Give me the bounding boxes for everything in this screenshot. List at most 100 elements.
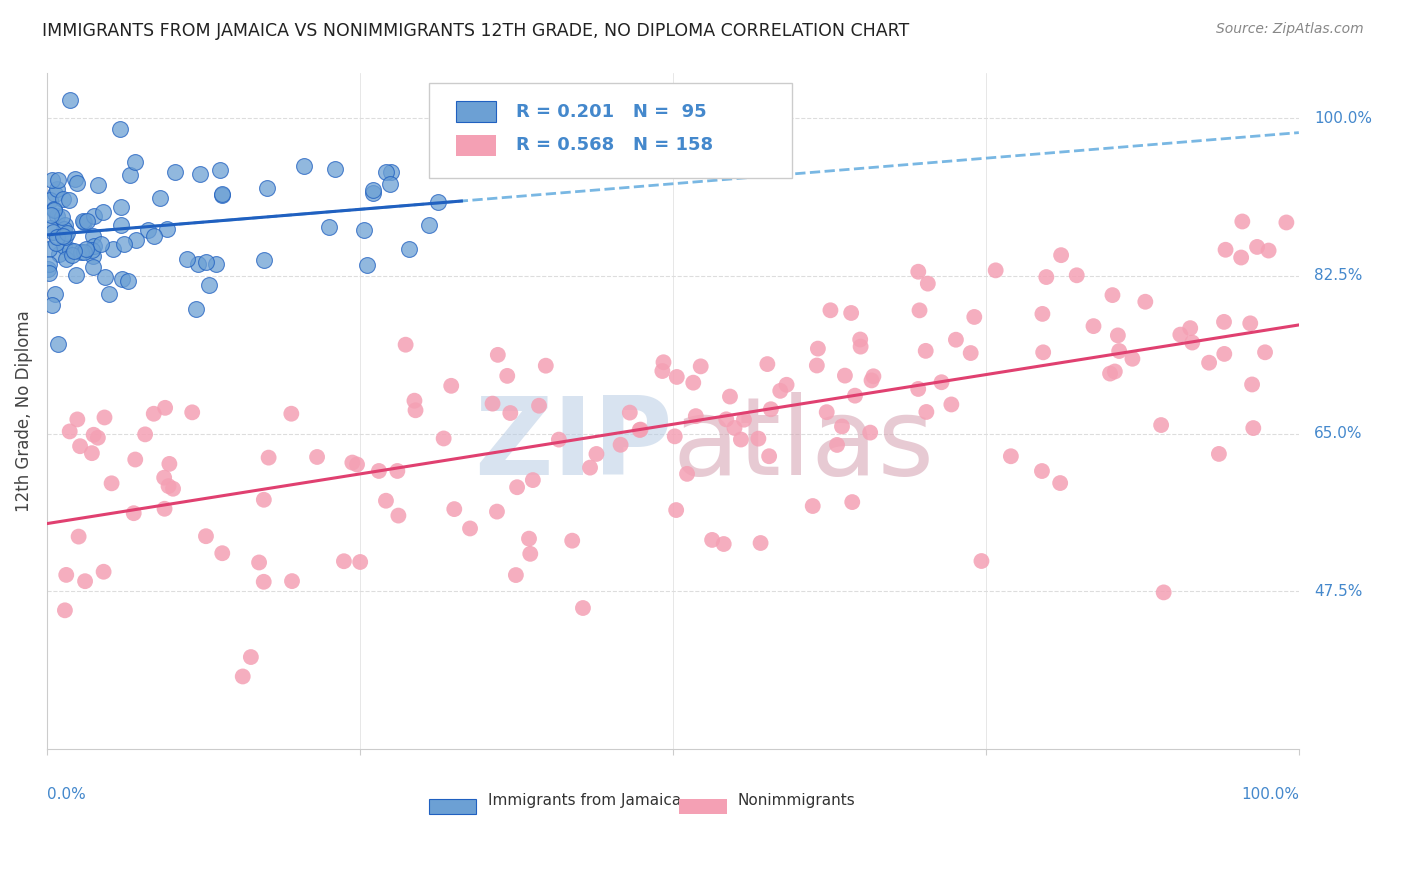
Text: 47.5%: 47.5%	[1313, 584, 1362, 599]
Point	[1032, 345, 1054, 359]
Point	[1230, 251, 1253, 265]
Point	[333, 554, 356, 568]
Point	[156, 222, 179, 236]
Point	[157, 479, 180, 493]
Point	[394, 337, 416, 351]
Point	[756, 357, 779, 371]
Point	[181, 405, 204, 419]
Point	[93, 410, 115, 425]
Point	[38, 193, 60, 207]
Point	[83, 209, 105, 223]
Point	[59, 244, 82, 258]
Point	[108, 122, 131, 136]
Point	[52, 228, 75, 243]
Point	[418, 218, 440, 232]
Point	[280, 407, 302, 421]
Point	[481, 397, 503, 411]
Point	[367, 464, 389, 478]
Point	[700, 533, 723, 547]
Point	[194, 529, 217, 543]
Point	[42, 226, 65, 240]
Point	[522, 473, 544, 487]
Point	[572, 601, 595, 615]
Point	[52, 192, 75, 206]
Point	[404, 393, 426, 408]
Point	[72, 244, 94, 259]
Point	[149, 191, 172, 205]
Point	[534, 359, 557, 373]
Point	[915, 405, 938, 419]
Point	[93, 269, 115, 284]
Point	[713, 537, 735, 551]
Point	[211, 546, 233, 560]
Point	[157, 457, 180, 471]
Point	[58, 193, 80, 207]
Point	[775, 377, 797, 392]
Point	[46, 229, 69, 244]
Point	[307, 450, 329, 464]
Point	[292, 159, 315, 173]
Point	[112, 236, 135, 251]
Point	[361, 186, 384, 200]
Point	[176, 252, 198, 267]
Point	[253, 492, 276, 507]
Point	[907, 265, 929, 279]
Point	[363, 183, 385, 197]
Point	[163, 165, 186, 179]
Point	[506, 480, 529, 494]
Text: R = 0.568   N = 158: R = 0.568 N = 158	[516, 136, 713, 154]
Point	[380, 178, 402, 192]
Point	[387, 508, 409, 523]
Point	[547, 433, 569, 447]
Point	[44, 203, 66, 218]
Text: atlas: atlas	[673, 392, 935, 498]
Point	[162, 482, 184, 496]
Point	[1108, 344, 1130, 359]
Point	[55, 252, 77, 266]
Point	[53, 221, 76, 235]
Point	[561, 533, 583, 548]
Point	[860, 373, 883, 387]
Point	[93, 565, 115, 579]
Point	[110, 200, 132, 214]
Point	[346, 458, 368, 472]
Point	[579, 460, 602, 475]
Point	[39, 208, 62, 222]
Point	[665, 370, 688, 384]
Point	[1215, 243, 1237, 257]
Text: 100.0%: 100.0%	[1313, 111, 1372, 126]
Point	[90, 236, 112, 251]
Point	[859, 425, 882, 440]
Point	[349, 555, 371, 569]
Point	[38, 242, 60, 256]
Point	[1101, 288, 1123, 302]
Point	[652, 355, 675, 369]
Point	[51, 210, 73, 224]
Point	[153, 401, 176, 415]
Point	[239, 650, 262, 665]
Point	[831, 419, 853, 434]
Point	[82, 229, 104, 244]
Point	[485, 505, 508, 519]
Point	[53, 229, 76, 244]
FancyBboxPatch shape	[457, 135, 496, 156]
Point	[253, 574, 276, 589]
Point	[125, 233, 148, 247]
Point	[232, 669, 254, 683]
Point	[609, 438, 631, 452]
Point	[37, 262, 59, 277]
Point	[1170, 327, 1192, 342]
Point	[1050, 248, 1073, 262]
Point	[73, 215, 96, 229]
Point	[257, 450, 280, 465]
Point	[211, 188, 233, 202]
Point	[187, 257, 209, 271]
Point	[195, 254, 218, 268]
Point	[1107, 328, 1129, 343]
Point	[1150, 418, 1173, 433]
Point	[1254, 345, 1277, 359]
FancyBboxPatch shape	[457, 101, 496, 122]
Point	[46, 182, 69, 196]
Point	[124, 452, 146, 467]
Point	[1049, 476, 1071, 491]
